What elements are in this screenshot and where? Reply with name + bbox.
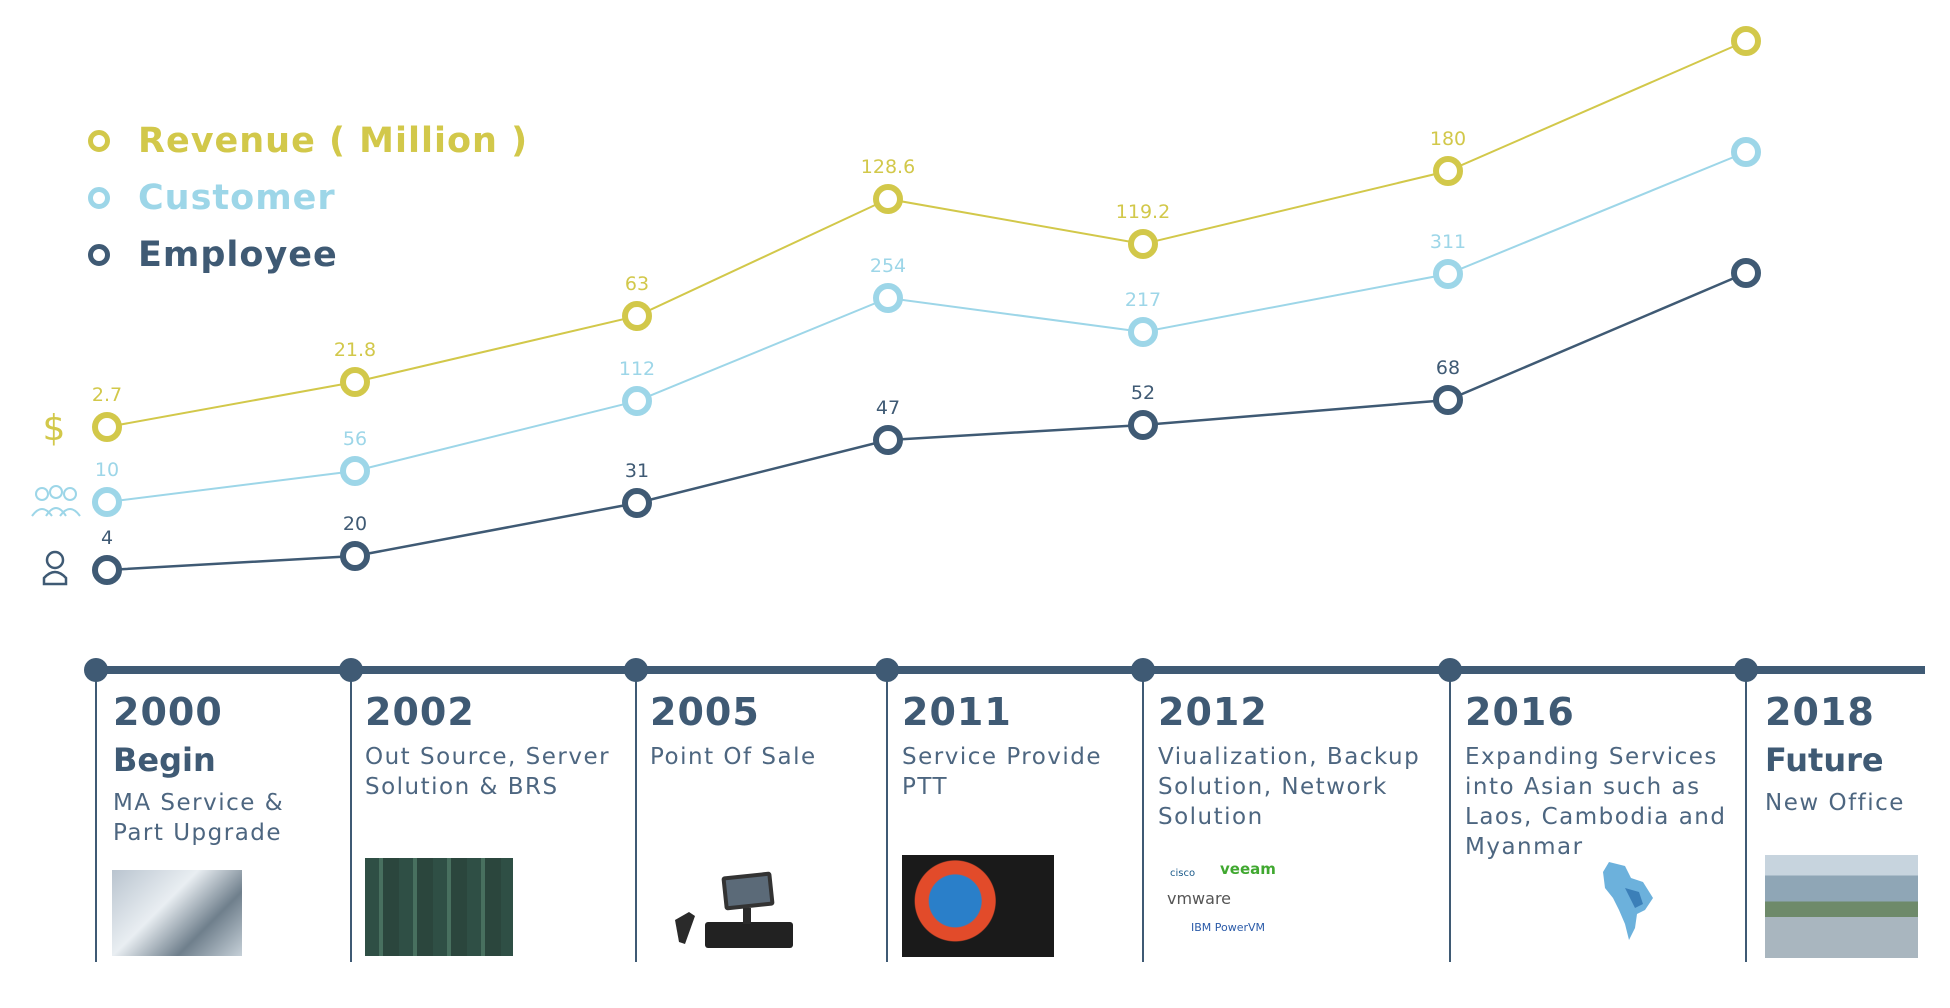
revenue-point-2018 — [1731, 26, 1761, 56]
customer-point-2002 — [340, 456, 370, 486]
employee-point-2012 — [1128, 410, 1158, 440]
pos-terminal-image — [675, 871, 793, 948]
timeline-item-2012: 2012 Viualization, Backup Solution, Netw… — [1158, 690, 1420, 832]
group-icon — [31, 485, 81, 517]
customer-value-label: 56 — [343, 428, 367, 450]
timeline-headline: Future — [1765, 741, 1884, 779]
person-icon — [42, 550, 68, 586]
employee-point-2000 — [92, 555, 122, 585]
legend-item-employee: Employee — [88, 226, 528, 283]
timeline-dot-2011 — [875, 658, 899, 682]
timeline-dot-2002 — [339, 658, 363, 682]
svg-text:vmware: vmware — [1167, 889, 1231, 908]
employee-value-label: 20 — [343, 513, 367, 535]
timeline-headline: Begin — [113, 741, 216, 779]
customer-point-2012 — [1128, 317, 1158, 347]
customer-point-2018 — [1731, 137, 1761, 167]
employee-point-2018 — [1731, 258, 1761, 288]
employee-marker-icon — [88, 243, 110, 266]
employee-value-label: 52 — [1131, 382, 1155, 404]
customer-point-2011 — [873, 283, 903, 313]
legend-item-revenue: Revenue ( Million ) — [88, 112, 528, 169]
revenue-point-2011 — [873, 184, 903, 214]
customer-value-label: 217 — [1125, 289, 1161, 311]
revenue-value-label: 128.6 — [861, 156, 915, 178]
employee-point-2011 — [873, 425, 903, 455]
employee-point-2005 — [622, 488, 652, 518]
timeline-dot-2016 — [1438, 658, 1462, 682]
timeline-year: 2018 — [1765, 690, 1875, 734]
customer-value-label: 254 — [870, 255, 906, 277]
revenue-value-label: 119.2 — [1116, 201, 1170, 223]
customer-value-label: 311 — [1430, 231, 1466, 253]
dollar-icon: $ — [43, 408, 66, 449]
customer-marker-icon — [88, 186, 110, 209]
timeline-item-2005: 2005 Point Of Sale — [650, 690, 817, 772]
timeline-item-2011: 2011 Service Provide PTT — [902, 690, 1102, 802]
revenue-value-label: 2.7 — [92, 384, 122, 406]
timeline-dot-2005 — [624, 658, 648, 682]
revenue-value-label: 21.8 — [334, 339, 376, 361]
revenue-marker-icon — [88, 129, 110, 152]
timeline-description: New Office — [1765, 790, 1905, 816]
employee-value-label: 4 — [101, 527, 113, 549]
partner-logos: cisco veeam vmware IBM PowerVM — [1167, 860, 1276, 934]
timeline-description: Viualization, Backup Solution, Network S… — [1158, 744, 1421, 830]
employee-value-label: 47 — [876, 397, 900, 419]
customer-point-2016 — [1433, 259, 1463, 289]
workshop-photo — [112, 870, 242, 956]
server-rack-photo — [365, 858, 513, 956]
legend-label-revenue: Revenue ( Million ) — [138, 120, 529, 161]
timeline-description: Out Source, Server Solution & BRS — [365, 744, 611, 800]
customer-point-2000 — [92, 487, 122, 517]
office-building-photo — [1765, 855, 1918, 958]
timeline-year: 2011 — [902, 690, 1012, 734]
timeline-description: Expanding Services into Asian such as La… — [1465, 744, 1727, 860]
employee-value-label: 31 — [625, 460, 649, 482]
revenue-value-label: 63 — [625, 273, 649, 295]
revenue-point-2000 — [92, 412, 122, 442]
map-image — [1603, 862, 1653, 940]
timeline-item-2018: 2018 Future New Office — [1765, 690, 1905, 818]
timeline-year: 2000 — [113, 690, 223, 734]
revenue-point-2002 — [340, 367, 370, 397]
timeline-year: 2002 — [365, 690, 475, 734]
svg-text:cisco: cisco — [1170, 868, 1195, 879]
timeline-description: Point Of Sale — [650, 744, 817, 770]
employee-value-label: 68 — [1436, 357, 1460, 379]
timeline-dot-2000 — [84, 658, 108, 682]
employee-point-2016 — [1433, 385, 1463, 415]
timeline-dot-2018 — [1734, 658, 1758, 682]
legend-label-customer: Customer — [138, 177, 336, 218]
timeline-dot-2012 — [1131, 658, 1155, 682]
revenue-point-2005 — [622, 301, 652, 331]
employee-point-2002 — [340, 541, 370, 571]
timeline-item-2002: 2002 Out Source, Server Solution & BRS — [365, 690, 610, 802]
customer-point-2005 — [622, 386, 652, 416]
customer-value-label: 112 — [619, 358, 655, 380]
legend: Revenue ( Million ) Customer Employee — [88, 112, 528, 283]
svg-text:IBM PowerVM: IBM PowerVM — [1191, 921, 1265, 934]
revenue-point-2012 — [1128, 229, 1158, 259]
revenue-value-label: 180 — [1430, 128, 1466, 150]
revenue-point-2016 — [1433, 156, 1463, 186]
timeline-description: Service Provide PTT — [902, 744, 1103, 800]
timeline-item-2016: 2016 Expanding Services into Asian such … — [1465, 690, 1726, 862]
customer-value-label: 10 — [95, 459, 119, 481]
timeline-year: 2012 — [1158, 690, 1268, 734]
timeline-year: 2016 — [1465, 690, 1575, 734]
timeline-year: 2005 — [650, 690, 760, 734]
timeline-description: MA Service & Part Upgrade — [113, 790, 285, 846]
legend-label-employee: Employee — [138, 234, 338, 275]
legend-item-customer: Customer — [88, 169, 528, 226]
ptt-logo-photo — [902, 855, 1054, 957]
timeline-item-2000: 2000 Begin MA Service & Part Upgrade — [113, 690, 284, 848]
svg-text:veeam: veeam — [1220, 860, 1276, 878]
